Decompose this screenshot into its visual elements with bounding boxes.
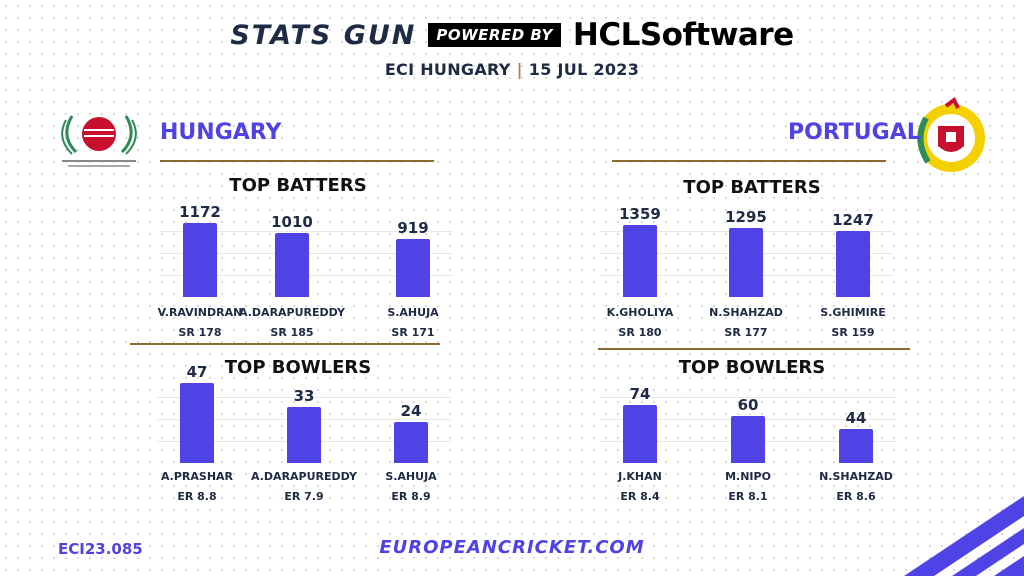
section-divider-portugal [598,348,910,350]
bar-value-label: 1247 [832,211,874,229]
bar-player-name: S.GHIMIRE [820,306,886,319]
chart-bar [839,429,873,463]
chart-bar [731,416,765,463]
section-title-portugal-batters: TOP BATTERS [683,177,821,198]
chart-bar [180,383,214,463]
bar-value-label: 47 [186,363,208,381]
bar-value-label: 919 [397,219,429,237]
bar-value-label: 24 [400,402,422,420]
chart-bar [275,233,309,297]
bar-player-stat: ER 8.4 [620,490,660,503]
chart-bar [729,228,763,297]
bar-value-label: 44 [845,409,867,427]
footer-code: ECI23.085 [58,540,143,558]
chart-bar [623,405,657,463]
bar-player-name: V.RAVINDRAN [157,306,243,319]
bar-player-stat: SR 171 [391,326,435,339]
powered-by-badge: POWERED BY [428,23,561,47]
team-name-hungary: HUNGARY [160,120,282,145]
bar-player-stat: SR 159 [831,326,875,339]
chart-bar [623,225,657,297]
bar-player-name: J.KHAN [618,470,662,483]
chart-bar [287,407,321,463]
section-divider-hungary [130,343,440,345]
bar-player-name: N.SHAHZAD [709,306,783,319]
chart-gridline [157,397,451,398]
bar-player-stat: SR 180 [618,326,662,339]
chart-bar [394,422,428,463]
chart-gridline [160,231,453,232]
bar-value-label: 33 [293,387,315,405]
footer-url: EUROPEANCRICKET.COM [379,537,645,558]
team-name-portugal: PORTUGAL [788,120,921,145]
bar-player-name: K.GHOLIYA [606,306,674,319]
bar-player-stat: SR 177 [724,326,768,339]
bar-player-name: A.DARAPUREDDY [251,470,357,483]
chart-bar [183,223,217,297]
event-name: ECI HUNGARY [384,60,511,79]
chart-bar [396,239,430,297]
bar-player-stat: SR 178 [178,326,222,339]
bar-value-label: 74 [629,385,651,403]
hungary-cricket-logo-icon [61,115,137,167]
bar-player-stat: SR 185 [270,326,314,339]
bar-value-label: 1172 [179,203,221,221]
team-divider-portugal [612,160,886,162]
bar-player-stat: ER 8.8 [177,490,217,503]
corner-stripes-decoration-icon [904,496,1024,576]
team-divider-hungary [160,160,434,162]
section-title-portugal-bowlers: TOP BOWLERS [678,357,826,378]
bar-value-label: 60 [737,396,759,414]
bar-value-label: 1295 [725,208,767,226]
bar-player-name: A.PRASHAR [160,470,234,483]
bar-player-stat: ER 8.9 [391,490,431,503]
bar-player-stat: ER 8.1 [728,490,768,503]
sponsor-logo-text: HCLSoftware [572,17,794,53]
event-subtitle: ECI HUNGARY | 15 JUL 2023 [0,60,1024,79]
bar-player-name: S.AHUJA [385,470,437,483]
bar-player-name: M.NIPO [725,470,771,483]
bar-value-label: 1359 [619,205,661,223]
chart-gridline [600,397,896,398]
subtitle-separator: | [516,60,523,79]
chart-bar [836,231,870,297]
event-date: 15 JUL 2023 [528,60,640,79]
bar-player-name: N.SHAHZAD [819,470,893,483]
section-title-hungary-batters: TOP BATTERS [229,175,367,196]
bar-player-name: S.AHUJA [387,306,439,319]
section-title-hungary-bowlers: TOP BOWLERS [224,357,372,378]
header: STATS GUN POWERED BY HCLSoftware ECI HUN… [0,14,1024,79]
bar-player-stat: ER 7.9 [284,490,324,503]
bar-player-stat: ER 8.6 [836,490,876,503]
portugal-cricket-logo-icon [917,96,985,172]
brand-title: STATS GUN [230,19,417,51]
brand-row: STATS GUN POWERED BY HCLSoftware [0,14,1024,56]
bar-value-label: 1010 [271,213,313,231]
bar-player-name: A.DARAPUREDDY [239,306,345,319]
